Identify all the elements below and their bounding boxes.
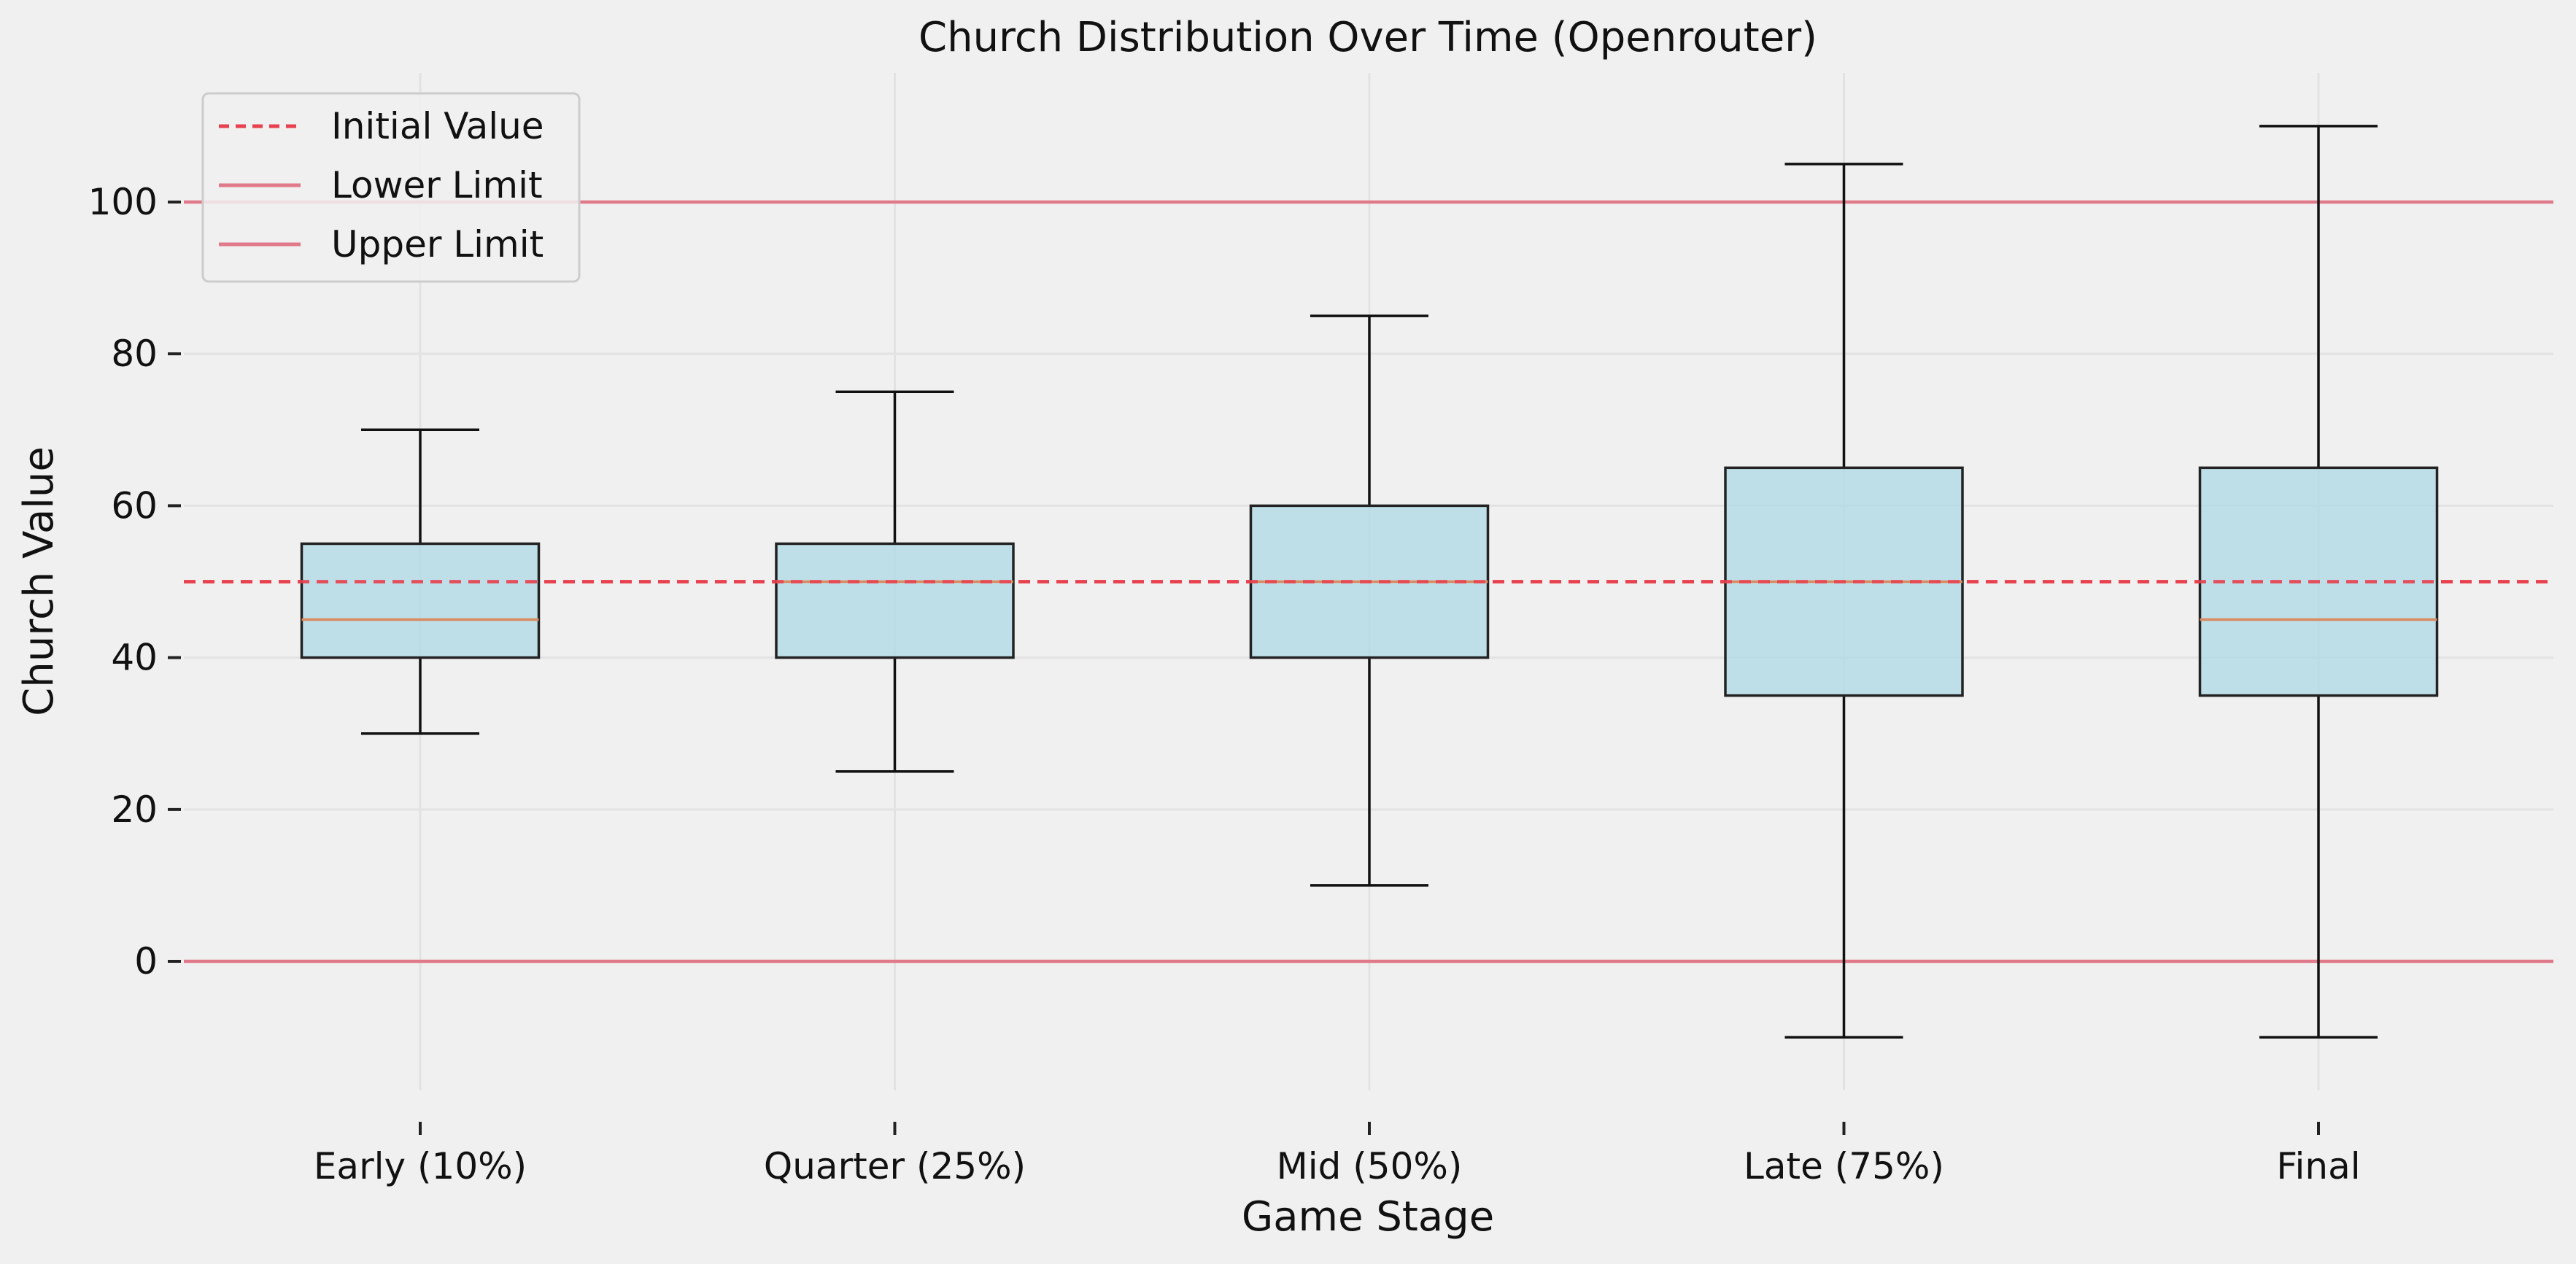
box-series — [184, 125, 2553, 1039]
x-tick-label: Late (75%) — [1744, 1145, 1944, 1187]
x-tick-label: Quarter (25%) — [764, 1145, 1026, 1187]
box-body — [775, 542, 1015, 659]
box-group — [300, 428, 541, 735]
x-axis-ticks: Early (10%) Quarter (25%) Mid (50%) Late (7… — [314, 1122, 2361, 1187]
legend-label: Lower Limit — [331, 164, 543, 206]
y-tick-label: 60 — [111, 484, 158, 527]
x-tick-label: Mid (50%) — [1277, 1145, 1463, 1187]
chart-title: Church Distribution Over Time (Openroute… — [918, 14, 1817, 61]
y-tick-label: 20 — [111, 788, 158, 831]
x-tick-label: Early (10%) — [314, 1145, 527, 1187]
y-tick-label: 100 — [88, 181, 158, 223]
y-axis-label: Church Value — [15, 446, 63, 716]
legend: Initial Value Lower Limit Upper Limit — [201, 92, 581, 283]
legend-label: Initial Value — [331, 105, 544, 147]
x-axis-label: Game Stage — [1242, 1193, 1494, 1241]
y-tick-label: 40 — [111, 637, 158, 679]
y-axis-ticks: 0 20 40 60 80 100 — [88, 181, 181, 982]
box-group — [775, 390, 1015, 773]
legend-label: Upper Limit — [331, 223, 544, 265]
box-body — [300, 542, 541, 659]
y-tick-label: 0 — [134, 940, 158, 982]
y-tick-label: 80 — [111, 333, 158, 375]
legend-frame — [201, 92, 581, 283]
x-tick-label: Final — [2276, 1145, 2360, 1187]
